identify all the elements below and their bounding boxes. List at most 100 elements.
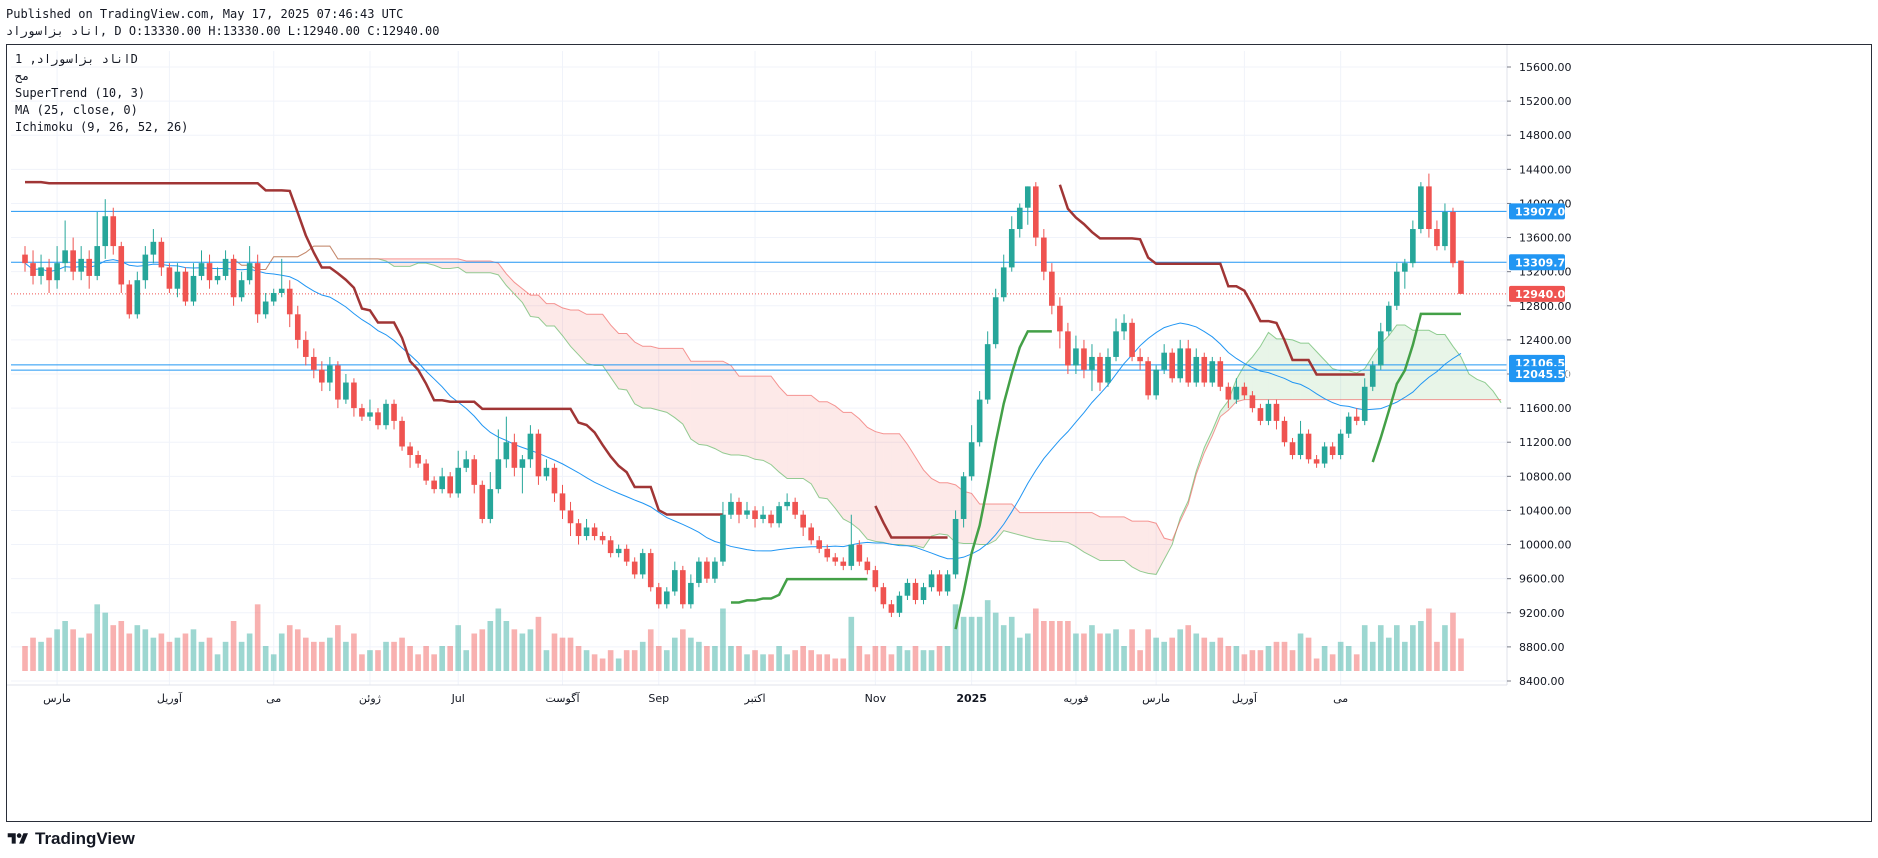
candle-body — [655, 587, 662, 605]
volume-bar — [479, 629, 486, 671]
volume-bar — [1049, 621, 1055, 671]
candle-body — [254, 263, 261, 315]
chart-frame[interactable]: 15600.0015200.0014800.0014400.0014000.00… — [6, 44, 1872, 822]
volume-bar — [615, 658, 622, 671]
ichimoku-cloud-segment — [1027, 512, 1036, 540]
price-tick-label: 9200.00 — [1519, 607, 1565, 620]
candle-body — [1377, 331, 1384, 366]
volume-bar — [150, 637, 157, 671]
candle-body — [752, 510, 758, 519]
volume-bar — [1377, 625, 1384, 671]
ichimoku-span-a — [233, 245, 1502, 575]
candle-body — [343, 382, 349, 400]
candle-body — [1410, 229, 1416, 264]
volume-bar — [1434, 641, 1440, 671]
candle-body — [792, 501, 798, 515]
time-tick-label: مارس — [43, 692, 71, 705]
time-tick-label: فوریه — [1063, 692, 1088, 705]
time-tick-label: مارس — [1142, 692, 1170, 705]
ichimoku-cloud-segment — [618, 333, 627, 390]
volume-bar — [1257, 650, 1264, 671]
ichimoku-cloud-segment — [923, 469, 932, 548]
candle-body — [319, 369, 325, 383]
supertrend-down-line — [25, 180, 723, 516]
tradingview-logo[interactable]: TradingView — [6, 829, 135, 849]
volume-bar — [928, 650, 935, 671]
volume-bar — [1265, 646, 1272, 671]
ichimoku-cloud-segment — [1204, 430, 1213, 453]
volume-bar — [920, 650, 927, 671]
volume-bar — [944, 646, 951, 671]
candle-body — [94, 246, 101, 276]
volume-bar — [1225, 646, 1232, 671]
time-tick-label: ژوئن — [359, 692, 381, 705]
volume-bar — [166, 641, 173, 671]
volume-bar — [1369, 641, 1376, 671]
candle-body — [1113, 331, 1119, 357]
candle-body — [1369, 365, 1376, 387]
volume-bar — [1016, 637, 1023, 671]
ichimoku-cloud-segment — [450, 258, 459, 269]
candle-body — [1385, 305, 1392, 332]
candle-body — [1321, 446, 1328, 464]
candle-body — [1185, 348, 1192, 383]
supertrend-down-line — [1058, 184, 1365, 376]
price-label-box — [1509, 203, 1565, 220]
candle-body — [1169, 352, 1175, 379]
candle-body — [639, 553, 646, 575]
volume-bar — [591, 654, 598, 671]
candle-body — [206, 263, 213, 281]
volume-bar — [447, 646, 453, 671]
time-tick-label: آگوست — [546, 691, 581, 705]
candle-body — [768, 514, 774, 524]
ichimoku-cloud-segment — [714, 361, 723, 453]
ichimoku-cloud-segment — [434, 258, 443, 269]
volume-bar — [1129, 629, 1135, 671]
legend-ma[interactable]: MA (25, close, 0) — [15, 103, 138, 117]
ichimoku-cloud-segment — [1268, 332, 1277, 400]
candle-body — [1353, 416, 1360, 421]
volume-bar — [94, 604, 101, 671]
candle-body — [936, 574, 943, 592]
candle-body — [1313, 459, 1320, 464]
candle-body — [856, 544, 863, 562]
ichimoku-cloud-segment — [1099, 516, 1109, 561]
price-tick-label: 15200.00 — [1519, 95, 1572, 108]
candle-body — [575, 523, 582, 537]
candle-body — [1337, 433, 1344, 456]
volume-bar — [1241, 654, 1248, 671]
legend-symbol[interactable]: اناد بزاسوراد, 1D — [15, 52, 138, 66]
candle-body — [487, 489, 494, 519]
candle-body — [1153, 369, 1159, 396]
legend-supertrend[interactable]: SuperTrend (10, 3) — [15, 86, 146, 100]
candle-body — [1402, 263, 1408, 272]
candle-body — [984, 344, 991, 400]
candle-body — [776, 506, 782, 524]
price-chart[interactable]: 15600.0015200.0014800.0014400.0014000.00… — [7, 45, 1871, 821]
candle-body — [1434, 229, 1440, 247]
volume-bar — [752, 650, 758, 671]
price-tick-label: 10400.00 — [1519, 504, 1572, 517]
candle-body — [904, 582, 911, 596]
price-label-text: 13907.00 — [1515, 205, 1573, 218]
volume-bar — [158, 633, 165, 671]
volume-bar — [302, 637, 309, 671]
volume-bar — [1105, 633, 1111, 671]
candle-body — [712, 561, 718, 579]
candle-body — [824, 548, 831, 558]
volume-bar — [511, 629, 518, 671]
ichimoku-cloud-segment — [650, 346, 659, 411]
volume-bar — [776, 646, 782, 671]
candle-body — [591, 527, 598, 537]
ichimoku-cloud-segment — [851, 412, 860, 530]
candle-body — [912, 582, 919, 600]
legend-ichimoku[interactable]: Ichimoku (9, 26, 52, 26) — [15, 120, 189, 134]
ichimoku-cloud-segment — [1156, 523, 1165, 575]
ichimoku-cloud-segment — [1132, 521, 1141, 572]
candle-body — [463, 459, 470, 468]
candle-body — [543, 467, 550, 477]
ichimoku-cloud-segment — [1477, 379, 1486, 400]
candle-body — [1458, 260, 1464, 294]
volume-bar — [631, 650, 638, 671]
ichimoku-cloud-segment — [1348, 370, 1357, 400]
